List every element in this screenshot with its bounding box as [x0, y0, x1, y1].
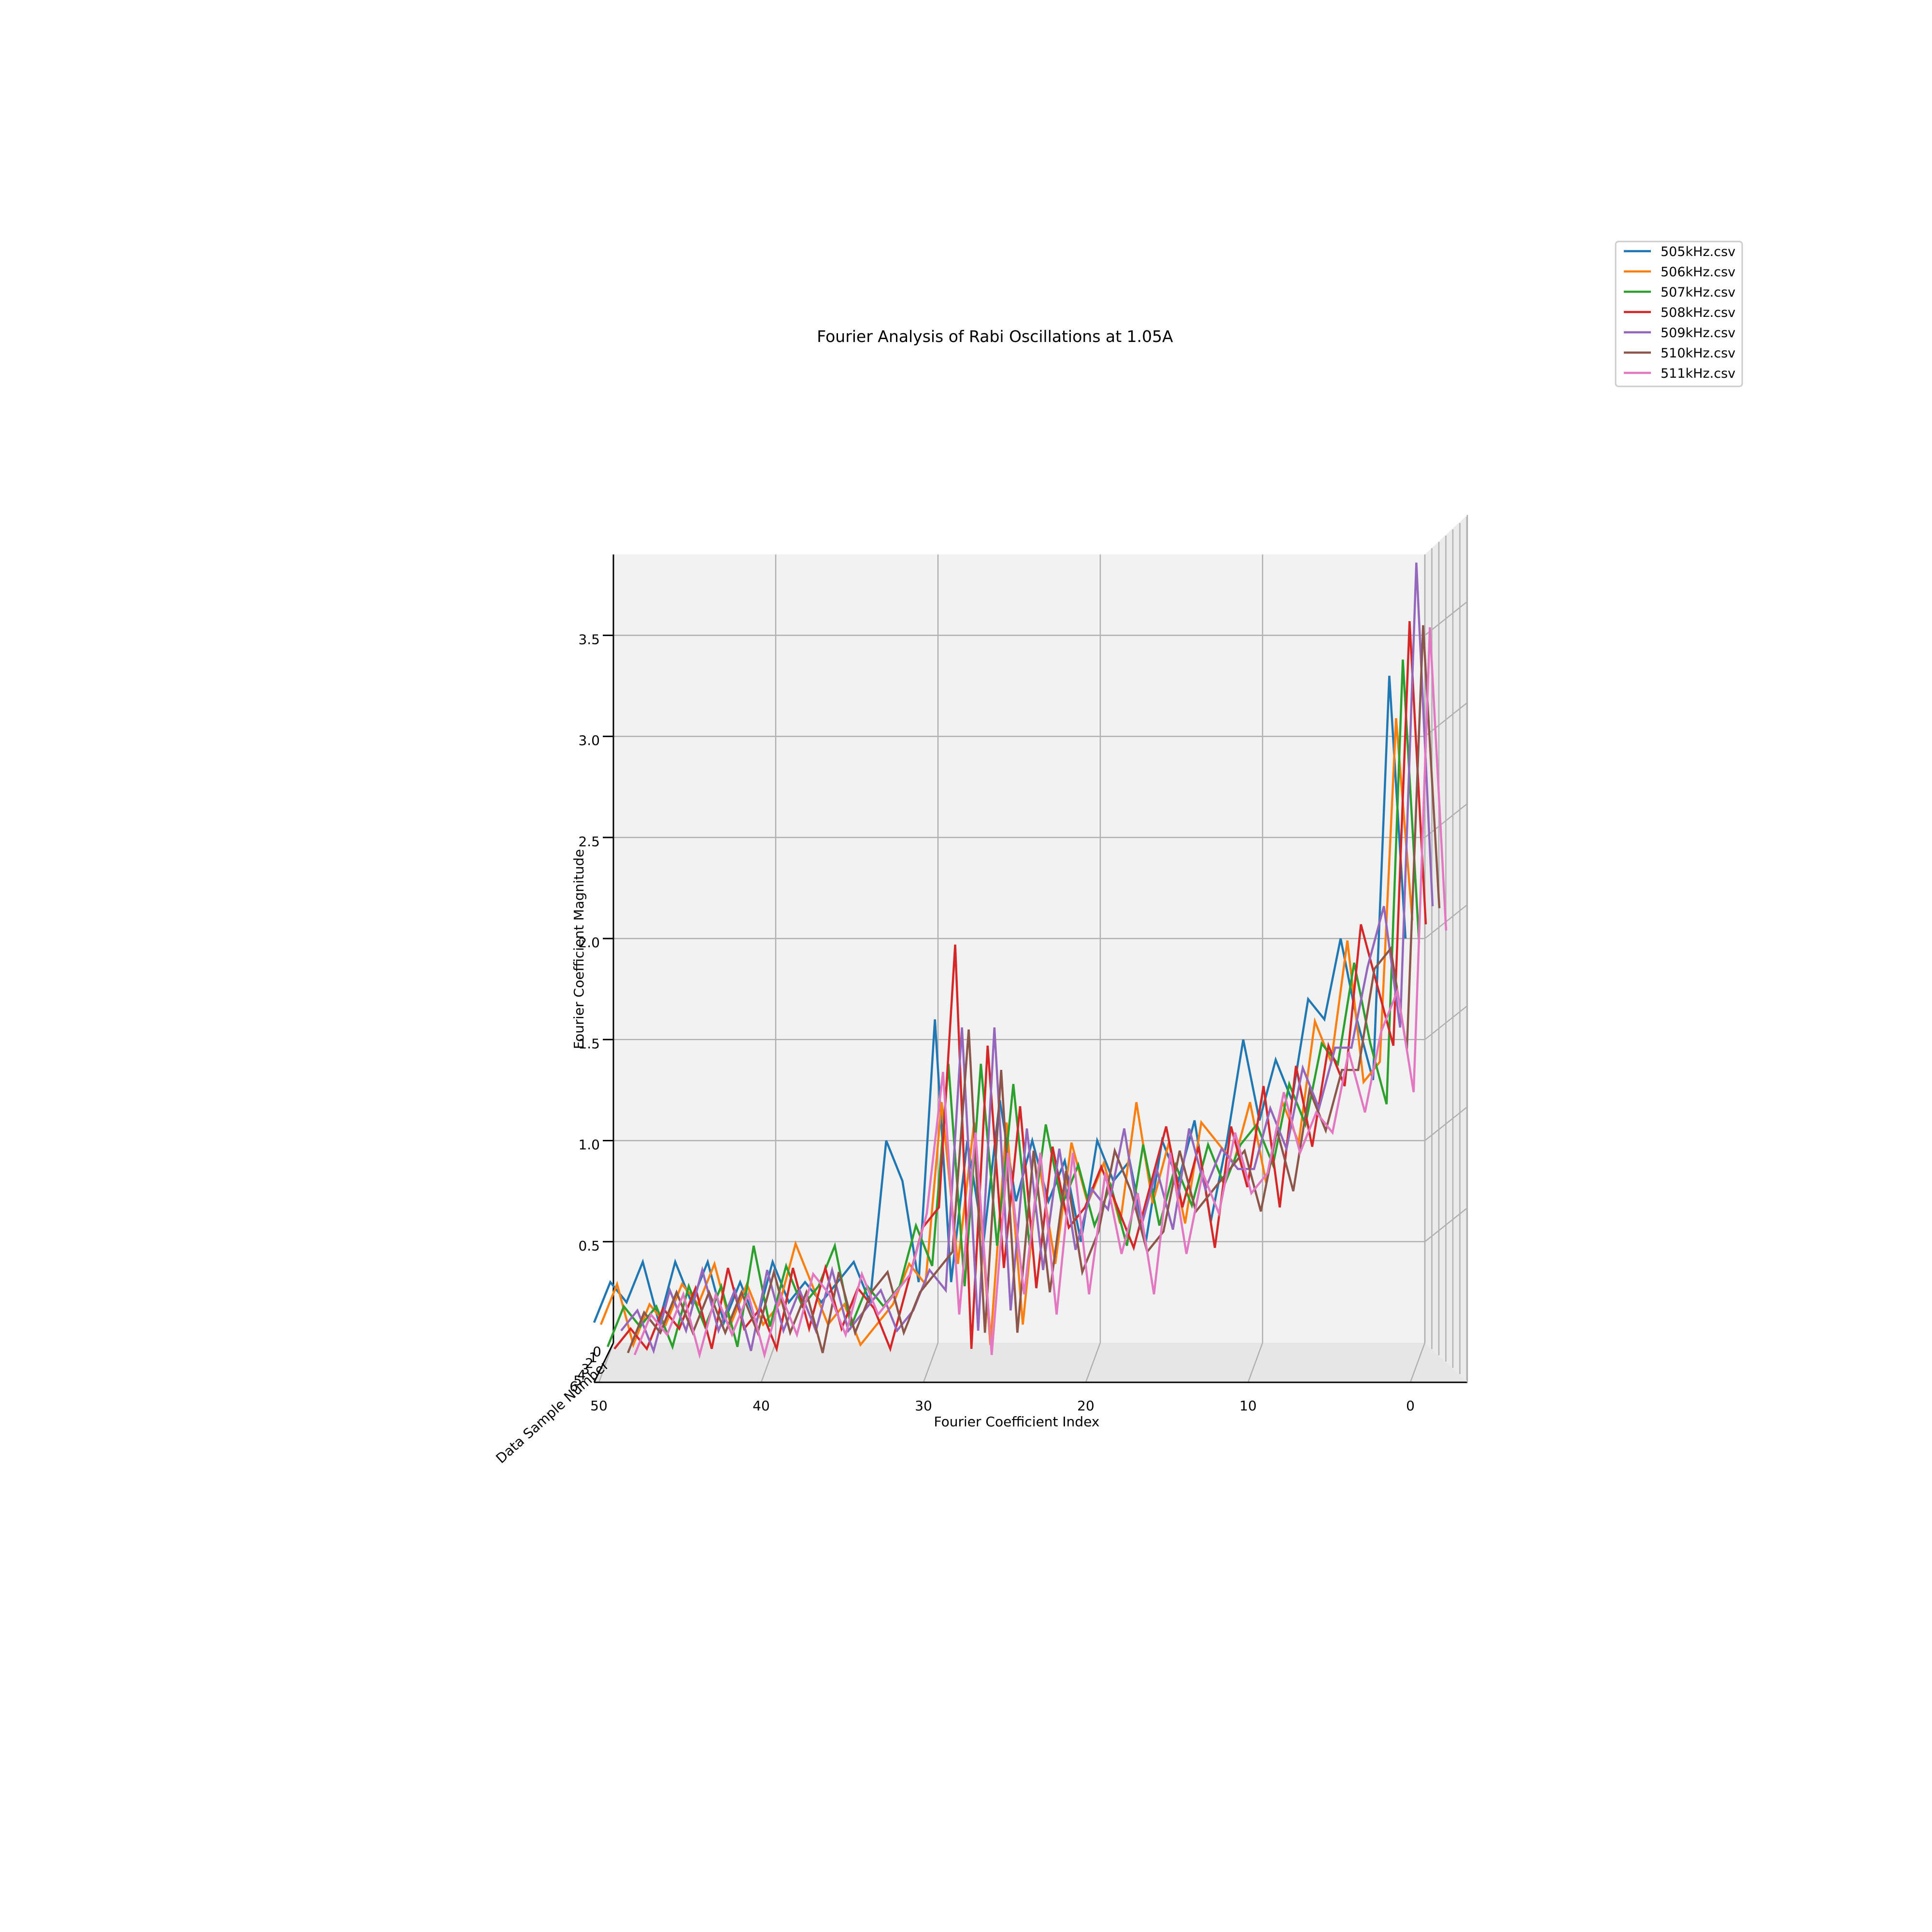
legend-entry-label: 505kHz.csv [1661, 244, 1735, 259]
x-axis-label: Fourier Coefficient Index [934, 1414, 1100, 1430]
z-tick-label: 0 [593, 1344, 601, 1360]
floor-grid-line [923, 1342, 939, 1383]
series-line-7 [633, 627, 1448, 1359]
y-tick-label: 2.5 [578, 834, 600, 850]
chart-title: Fourier Analysis of Rabi Oscillations at… [817, 327, 1173, 346]
y-tick-label: 3.5 [578, 631, 600, 647]
floor-pane [594, 1343, 1467, 1382]
x-tick-label: 30 [915, 1398, 932, 1414]
y-tick-label: 1.0 [578, 1137, 600, 1153]
z-tick-label: 6 [569, 1378, 578, 1394]
x-tick-label: 10 [1239, 1398, 1257, 1414]
legend-entry-label: 509kHz.csv [1661, 326, 1735, 341]
floor-grid-line [1409, 1342, 1426, 1383]
x-tick-label: 0 [1406, 1398, 1415, 1414]
z-tick-label: 3 [581, 1361, 590, 1377]
legend: 505kHz.csv 506kHz.csv 507kHz.csv 508kHz.csv… [1615, 241, 1743, 387]
legend-entry-label: 506kHz.csv [1661, 265, 1735, 280]
legend-frame [1615, 241, 1743, 387]
series-line-6 [626, 625, 1441, 1353]
series-lines [593, 562, 1448, 1359]
z-axis-line [593, 1342, 614, 1383]
z-tick-label: 5 [573, 1373, 582, 1389]
floor-grid-line [760, 1342, 777, 1383]
legend-entry-label: 511kHz.csv [1661, 366, 1735, 381]
y-tick-label: 3.0 [578, 733, 600, 749]
y-tick-label: 2.0 [578, 935, 600, 951]
floor-grid-line [1247, 1342, 1264, 1383]
legend-entry-label: 508kHz.csv [1661, 305, 1735, 320]
series-line-4 [613, 621, 1427, 1353]
back-pane [613, 554, 1425, 1343]
x-tick-label: 20 [1077, 1398, 1094, 1414]
legend-entry-label: 510kHz.csv [1661, 346, 1735, 361]
legend-entry-label: 507kHz.csv [1661, 285, 1735, 300]
z-tick-label: 4 [577, 1367, 586, 1383]
series-line-3 [606, 659, 1421, 1350]
y-axis-label: Fourier Coefficient Magnitude [571, 849, 587, 1049]
axes [593, 515, 1468, 1383]
z-tick-label: 1 [589, 1350, 597, 1365]
x-tick-label: 50 [590, 1398, 608, 1414]
y-tick-label: 1.5 [578, 1036, 600, 1051]
x-tick-label: 40 [753, 1398, 770, 1414]
floor-grid-line [1085, 1342, 1101, 1383]
z-tick-label: 2 [585, 1355, 594, 1371]
y-tick-label: 0.5 [578, 1238, 600, 1254]
